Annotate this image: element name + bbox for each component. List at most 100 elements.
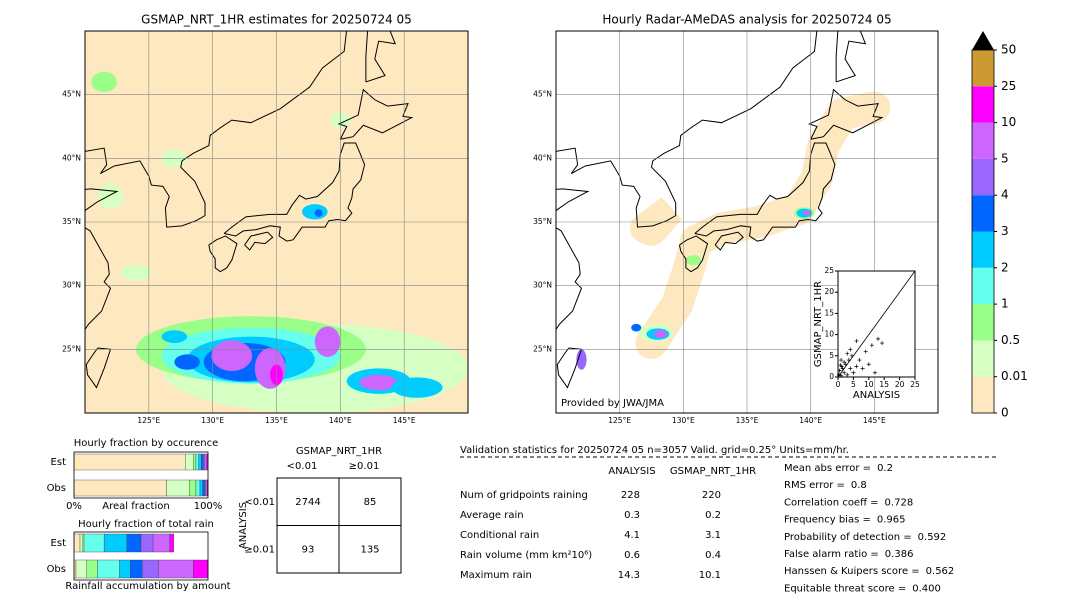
x-axis-label: Rainfall accumulation by amount [65,581,230,592]
colorbar-label: 0.5 [1001,333,1020,347]
scatter-point [863,349,868,354]
colorbar-label: 2 [1001,260,1009,274]
rain-area [174,354,200,370]
score-label: False alarm ratio = [784,549,879,560]
fraction-segment [195,453,199,471]
fraction-segment [158,559,194,579]
colorbar-box [972,86,994,123]
fraction-segment [73,453,186,471]
y-tick-label: 5 [829,351,834,360]
x-tick-label: 15 [879,380,889,389]
rain-area [576,349,587,370]
stats-header: Validation statistics for 20250724 05 n=… [460,445,849,456]
x-tick-label: 125°E [608,416,631,425]
row-header: <0.01 [244,497,275,508]
colorbar-box [972,158,994,196]
x-tick-label: 0% [66,501,82,512]
colorbar-label: 10 [1001,115,1016,129]
colorbar-extension [972,31,994,50]
scatter-point [876,336,881,341]
colorbar-box [972,50,994,87]
score-value: 0.386 [885,549,914,560]
y-tick-label: 25°N [62,344,81,353]
score-value: 0.400 [912,583,941,594]
y-tick-label: 20 [824,287,834,296]
y-tick-label: 45°N [533,90,552,99]
stat-value: 0.3 [624,510,640,521]
y-tick-label: 15 [824,308,834,317]
scatter-point [851,370,856,375]
fraction-segment [204,479,207,497]
coastline [835,31,867,83]
y-tick-label: 25°N [533,344,552,353]
x-tick-label: 20 [895,380,905,389]
x-tick-label: 130°E [201,416,224,425]
fraction-segment [142,559,159,579]
y-tick-label: 45°N [62,90,81,99]
map-frame [84,30,469,414]
stat-label: Num of gridpoints raining [460,490,588,501]
rain-area [631,323,642,332]
stat-value: 3.1 [705,530,721,541]
fraction-segment [193,453,197,471]
coastline [714,231,744,251]
table-cell: 2744 [295,497,320,508]
column-header: GSMAP_NRT_1HR [670,466,756,477]
colorbar-box [972,376,994,413]
rain-area [97,183,124,210]
y-tick-label: 35°N [533,217,552,226]
panel-frame [73,531,209,581]
scatter-point [838,363,843,368]
column-header: ≥0.01 [349,461,380,472]
fraction-segment [140,533,154,553]
y-tick-label: 40°N [62,153,81,162]
colorbar-box [972,195,994,232]
rain-area [685,255,702,266]
scatter-point [848,347,853,352]
colorbar-label: 25 [1001,79,1016,93]
x-tick-label: 130°E [672,416,695,425]
score-value: 0.592 [918,532,947,543]
scatter-point [880,341,885,346]
x-tick-label: 125°E [137,416,160,425]
fraction-segment [130,559,143,579]
fraction-segment [86,559,98,579]
map-layer [556,31,938,413]
score-label: Probability of detection = [784,532,912,543]
stat-label: Average rain [460,510,524,521]
y-tick-label: 0 [829,372,834,381]
coastline [85,31,348,228]
y-tick-label: 35°N [62,217,81,226]
map-frame [555,30,939,414]
colorbar-box [972,267,994,305]
fraction-segment [198,453,202,471]
stat-value: 228 [621,490,640,501]
y-tick-label: 30°N [62,281,81,290]
score-label: Frequency bias = [784,515,871,526]
diagonal [837,270,916,378]
coastline [85,347,112,389]
scatter-point [836,372,841,377]
coastline [808,88,884,140]
rain-area [654,330,667,338]
panel-frame [73,451,209,499]
rain-area [391,377,443,398]
rain-area [120,265,152,281]
rain-area [302,204,328,220]
x-tick-label: 5 [851,380,856,389]
y-tick-label: 40°N [533,153,552,162]
x-tick-label: 145°E [863,416,886,425]
scatter-point [860,366,865,371]
rain-area [91,71,117,93]
score-label: Correlation coeff = [784,497,879,508]
fraction-segment [82,533,85,553]
colorbar-label: 0.01 [1001,369,1028,383]
coastline [556,31,818,228]
rain-area [161,330,188,343]
stat-value: 14.3 [618,570,640,581]
fraction-segment [119,559,131,579]
fraction-segment [193,559,209,579]
table-cell: 85 [364,497,377,508]
rain-area [803,210,811,216]
score-value: 0.2 [877,463,893,474]
